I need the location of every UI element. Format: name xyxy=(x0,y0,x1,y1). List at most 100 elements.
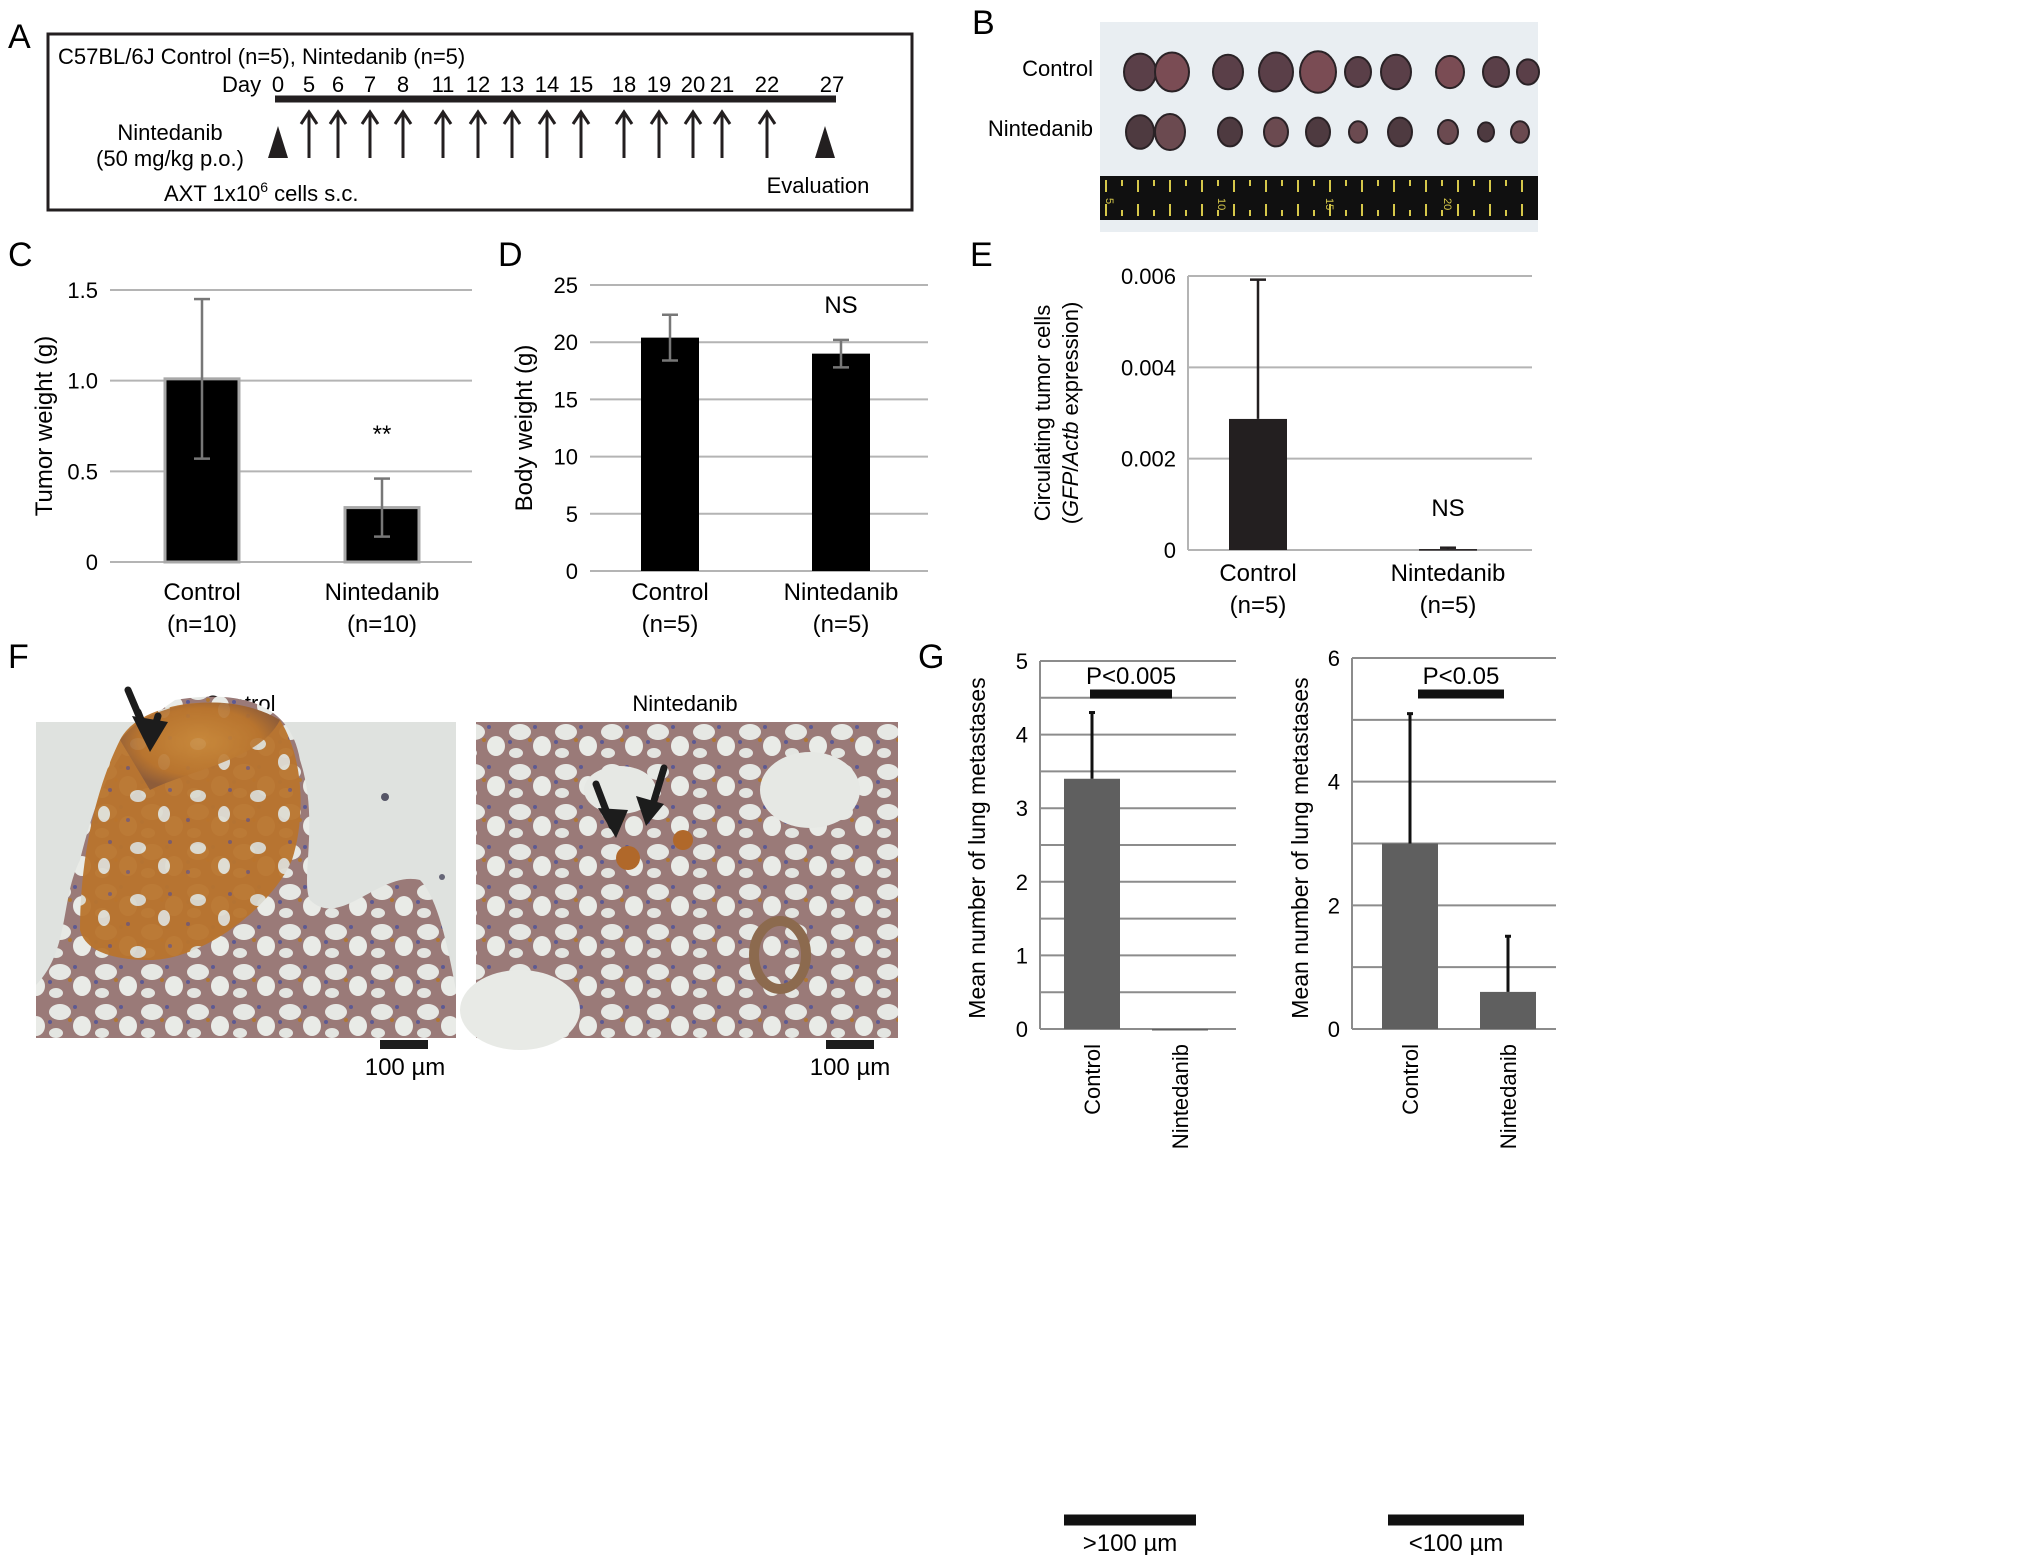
y-tick-label: 0.006 xyxy=(1121,264,1176,289)
x-category-sublabel: (n=10) xyxy=(347,611,417,638)
y-axis-title-part: Actb xyxy=(1058,422,1083,468)
y-axis-title-part: / xyxy=(1058,465,1083,472)
bar-control xyxy=(1064,778,1120,1029)
panel-c: C 0 0.5 1.0 1.5 Control (n=10) Nintedanib (n=10… xyxy=(8,236,472,638)
tumor-specimen-nintedanib xyxy=(1387,116,1413,148)
y-tick-label: 0 xyxy=(1164,538,1176,563)
y-axis-title: Tumor weight (g) xyxy=(31,336,58,517)
day-tick-label: 0 xyxy=(272,72,284,97)
day-tick-label: 15 xyxy=(569,72,593,97)
group-label: <100 µm xyxy=(1409,1530,1504,1555)
chart-metastases-small: 0 2 4 6 Control Nintedanib P<0.05 <100 µm Mean n… xyxy=(1287,646,1556,1555)
histology-title-nintedanib: Nintedanib xyxy=(632,691,737,716)
y-tick-label: 6 xyxy=(1328,646,1340,671)
x-category-label: Control xyxy=(1080,1044,1105,1115)
bar-nintedanib xyxy=(1419,549,1477,551)
panel-label-b: B xyxy=(972,4,995,42)
y-tick-label: 20 xyxy=(554,330,578,355)
scale-label-control: 100 µm xyxy=(365,1054,446,1081)
x-category-sublabel: (n=5) xyxy=(642,611,699,638)
day-tick-label: 12 xyxy=(466,72,490,97)
day-label: Day xyxy=(222,72,261,97)
ruler-number: 15 xyxy=(1323,198,1335,210)
histology-image-control xyxy=(36,686,456,1038)
tumor-specimen-nintedanib xyxy=(1477,121,1495,143)
x-category-label: Nintedanib xyxy=(1496,1044,1521,1149)
panel-label-g: G xyxy=(918,638,944,676)
y-axis-title: Mean number of lung metastases xyxy=(1287,677,1313,1018)
y-axis-title-part: expression) xyxy=(1058,302,1083,422)
panel-f: F Control Nintedanib 100 µm xyxy=(8,638,898,1081)
up-arrow-icon xyxy=(393,109,413,158)
x-category-sublabel: (n=5) xyxy=(813,611,870,638)
chart-tumor-weight: 0 0.5 1.0 1.5 Control (n=10) Nintedanib (n=10) *… xyxy=(31,278,472,638)
panel-label-c: C xyxy=(8,236,33,274)
dose-arrows xyxy=(299,109,777,158)
panel-d: D 0 5 10 15 20 25 Control (n=5) Nintedanib (n=5) N… xyxy=(498,236,928,638)
panel-e: E 0 0.002 0.004 0.006 Control (n=5) Nintedanib… xyxy=(970,236,1532,619)
chart-body-weight: 0 5 10 15 20 25 Control (n=5) Nintedanib (n=5) NS B… xyxy=(511,273,928,638)
significance-label: P<0.05 xyxy=(1423,663,1500,690)
y-tick-label: 10 xyxy=(554,445,578,470)
x-category-label: Nintedanib xyxy=(784,579,899,606)
day-tick-label: 27 xyxy=(820,72,844,97)
day-tick-label: 6 xyxy=(332,72,344,97)
up-arrow-icon xyxy=(468,109,488,158)
tumor-specimen-control xyxy=(1380,53,1412,91)
y-tick-label: 0.002 xyxy=(1121,447,1176,472)
x-category-sublabel: (n=5) xyxy=(1230,592,1287,619)
group-label: >100 µm xyxy=(1083,1530,1178,1555)
y-axis-title: Mean number of lung metastases xyxy=(964,677,990,1018)
y-tick-label: 4 xyxy=(1016,723,1028,748)
x-category-sublabel: (n=5) xyxy=(1420,592,1477,619)
tumor-specimen-nintedanib xyxy=(1154,113,1186,151)
day-tick-label: 13 xyxy=(500,72,524,97)
up-arrow-icon xyxy=(757,109,777,158)
y-tick-label: 2 xyxy=(1016,870,1028,895)
ruler-number: 5 xyxy=(1103,198,1115,204)
tumor-specimen-control xyxy=(1435,54,1465,90)
tumor-specimen-nintedanib xyxy=(1217,116,1243,148)
y-tick-label: 4 xyxy=(1328,770,1340,795)
y-tick-label: 0.5 xyxy=(67,459,98,484)
y-tick-label: 0.004 xyxy=(1121,355,1176,380)
y-tick-label: 25 xyxy=(554,273,578,298)
tumor-specimen-control xyxy=(1344,56,1372,88)
x-category-label: Control xyxy=(1219,560,1296,587)
bar-control xyxy=(1382,843,1438,1029)
chart-metastases-large: 0 1 2 3 4 5 Control Nintedanib P<0.005 >100 µm Mea… xyxy=(964,649,1236,1555)
x-category-label: Nintedanib xyxy=(1391,560,1506,587)
y-tick-label: 2 xyxy=(1328,893,1340,918)
y-tick-label: 0 xyxy=(1328,1017,1340,1042)
day-tick-labels: 0 5 6 7 8 11 12 13 14 15 18 19 20 21 22 27 xyxy=(272,72,844,97)
day-tick-label: 22 xyxy=(755,72,779,97)
bar-nintedanib xyxy=(1152,1029,1208,1031)
up-arrow-icon xyxy=(649,109,669,158)
tumor-specimen-nintedanib xyxy=(1348,120,1368,144)
up-arrow-icon xyxy=(360,109,380,158)
up-arrow-icon xyxy=(502,109,522,158)
tumor-specimen-control xyxy=(1482,56,1510,88)
implant-arrowhead xyxy=(268,126,288,158)
bar-nintedanib xyxy=(1480,991,1536,1029)
bar-control xyxy=(1229,418,1287,550)
scale-bar-control xyxy=(380,1040,428,1049)
up-arrow-icon xyxy=(537,109,557,158)
y-tick-label: 1 xyxy=(1016,943,1028,968)
up-arrow-icon xyxy=(683,109,703,158)
tumor-specimen-nintedanib xyxy=(1305,116,1331,148)
y-tick-label: 15 xyxy=(554,387,578,412)
evaluation-arrowhead xyxy=(815,126,835,158)
histology-image-nintedanib xyxy=(460,722,898,1050)
tumor-specimen-nintedanib xyxy=(1125,114,1155,150)
y-tick-label: 5 xyxy=(1016,649,1028,674)
tumor-specimen-control xyxy=(1299,50,1337,94)
y-tick-label: 3 xyxy=(1016,796,1028,821)
day-tick-label: 7 xyxy=(364,72,376,97)
chart-circulating-tumor-cells: 0 0.002 0.004 0.006 Control (n=5) Nintedanib (n… xyxy=(1030,264,1532,619)
ruler-number: 10 xyxy=(1215,198,1227,210)
excised-tumors xyxy=(1123,50,1540,151)
tumor-specimen-control xyxy=(1123,52,1157,92)
up-arrow-icon xyxy=(712,109,732,158)
tumor-specimen-control xyxy=(1258,51,1294,93)
